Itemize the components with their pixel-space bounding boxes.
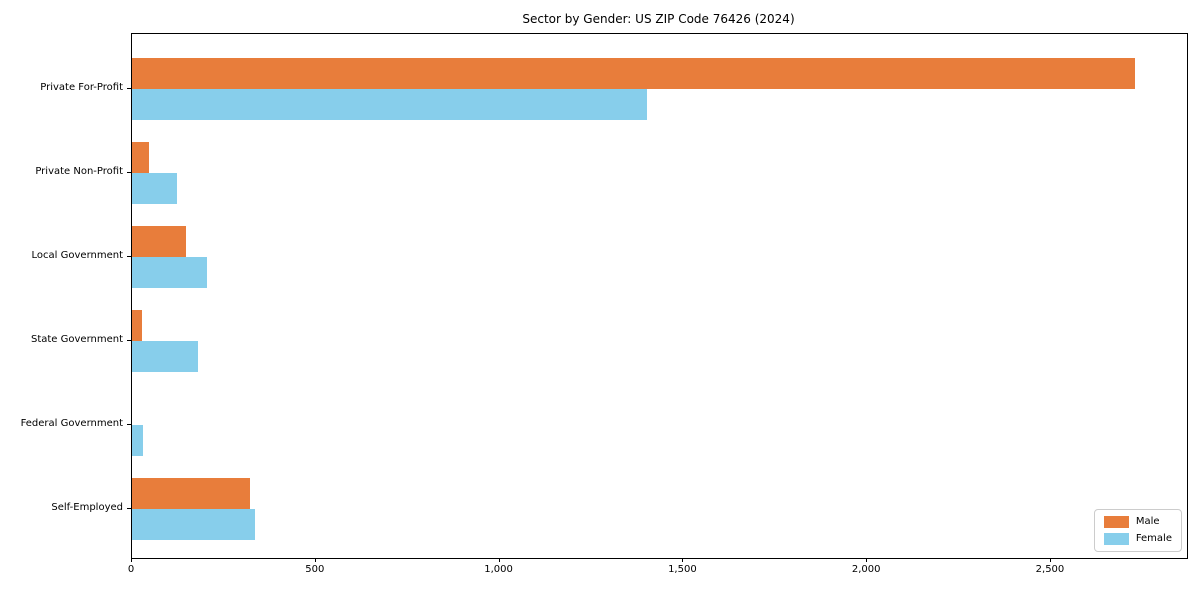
y-tick-mark — [127, 172, 131, 173]
bar-female-self-employed — [132, 509, 256, 540]
bar-male-private-non-profit — [132, 142, 150, 173]
bar-male-private-for-profit — [132, 58, 1135, 89]
y-tick-label-local-government: Local Government — [31, 250, 123, 261]
bar-female-local-government — [132, 257, 207, 288]
plot-area: Male Female — [131, 33, 1188, 559]
x-tick-mark — [1049, 558, 1051, 562]
legend-item-female: Female — [1103, 533, 1172, 545]
legend-swatch-female — [1103, 533, 1129, 545]
x-tick-label: 500 — [305, 564, 325, 575]
bar-male-self-employed — [132, 478, 250, 509]
x-tick-label: 1,500 — [668, 564, 697, 575]
y-tick-label-self-employed: Self-Employed — [51, 502, 123, 513]
y-tick-label-state-government: State Government — [30, 334, 123, 345]
y-tick-mark — [127, 88, 131, 89]
y-tick-label-private-for-profit: Private For-Profit — [40, 82, 123, 93]
y-tick-mark — [127, 340, 131, 341]
legend-swatch-male — [1103, 516, 1129, 528]
x-tick-label: 0 — [127, 564, 135, 575]
y-tick-mark — [127, 508, 131, 509]
x-tick-mark — [498, 558, 500, 562]
x-tick-label: 2,500 — [1035, 564, 1065, 575]
y-tick-mark — [127, 424, 131, 425]
bar-female-private-for-profit — [132, 89, 647, 120]
bar-female-private-non-profit — [132, 173, 177, 204]
legend-item-male: Male — [1103, 516, 1172, 528]
bar-male-state-government — [132, 310, 143, 341]
bar-female-federal-government — [132, 425, 144, 456]
legend-label-female: Female — [1135, 533, 1172, 544]
x-tick-mark — [131, 558, 132, 562]
bar-male-local-government — [132, 226, 187, 257]
x-tick-mark — [866, 558, 868, 562]
bar-female-state-government — [132, 341, 198, 372]
legend: Male Female — [1093, 509, 1182, 552]
x-tick-mark — [682, 558, 684, 562]
y-tick-label-private-non-profit: Private Non-Profit — [35, 166, 123, 177]
x-tick-label: 1,000 — [484, 564, 513, 575]
y-tick-label-federal-government: Federal Government — [20, 418, 123, 429]
legend-label-male: Male — [1135, 516, 1160, 527]
y-tick-mark — [127, 256, 131, 257]
chart-title: Sector by Gender: US ZIP Code 76426 (202… — [522, 12, 795, 26]
x-tick-label: 2,000 — [851, 564, 881, 575]
x-tick-mark — [314, 558, 316, 562]
